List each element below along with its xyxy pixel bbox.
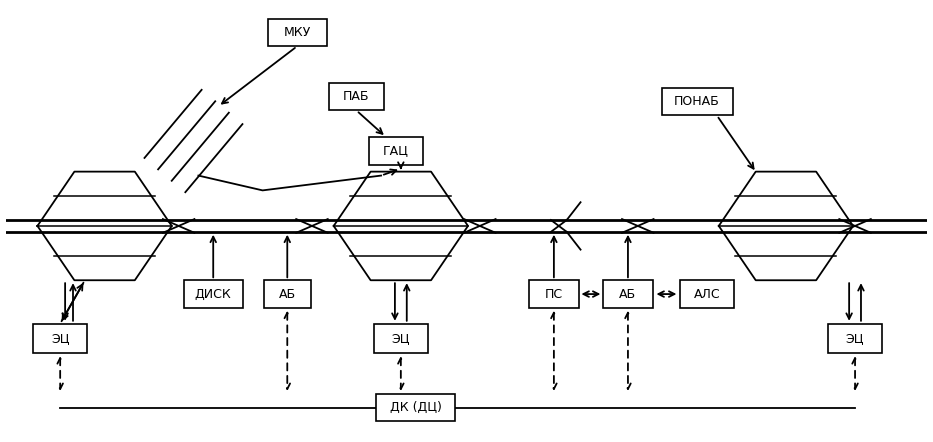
FancyBboxPatch shape [268,19,327,46]
FancyBboxPatch shape [828,324,883,353]
FancyBboxPatch shape [376,394,455,422]
Text: АБ: АБ [620,288,636,301]
Text: ЭЦ: ЭЦ [51,332,69,345]
FancyBboxPatch shape [661,88,732,115]
Text: ДИСК: ДИСК [195,288,231,301]
FancyBboxPatch shape [369,137,423,165]
Text: ГАЦ: ГАЦ [383,145,409,157]
FancyBboxPatch shape [680,280,734,308]
FancyBboxPatch shape [529,280,578,308]
Text: ДК (ДЦ): ДК (ДЦ) [390,401,441,414]
Text: МКУ: МКУ [284,26,311,39]
FancyBboxPatch shape [264,280,311,308]
Text: ПОНАБ: ПОНАБ [675,95,720,108]
FancyBboxPatch shape [184,280,243,308]
Text: ЭЦ: ЭЦ [846,332,864,345]
Text: ЭЦ: ЭЦ [392,332,411,345]
FancyBboxPatch shape [374,324,428,353]
FancyBboxPatch shape [33,324,88,353]
FancyBboxPatch shape [604,280,652,308]
Text: АБ: АБ [279,288,296,301]
FancyBboxPatch shape [329,83,383,110]
Text: АЛС: АЛС [693,288,720,301]
Text: ПС: ПС [545,288,563,301]
Text: ПАБ: ПАБ [343,90,369,103]
